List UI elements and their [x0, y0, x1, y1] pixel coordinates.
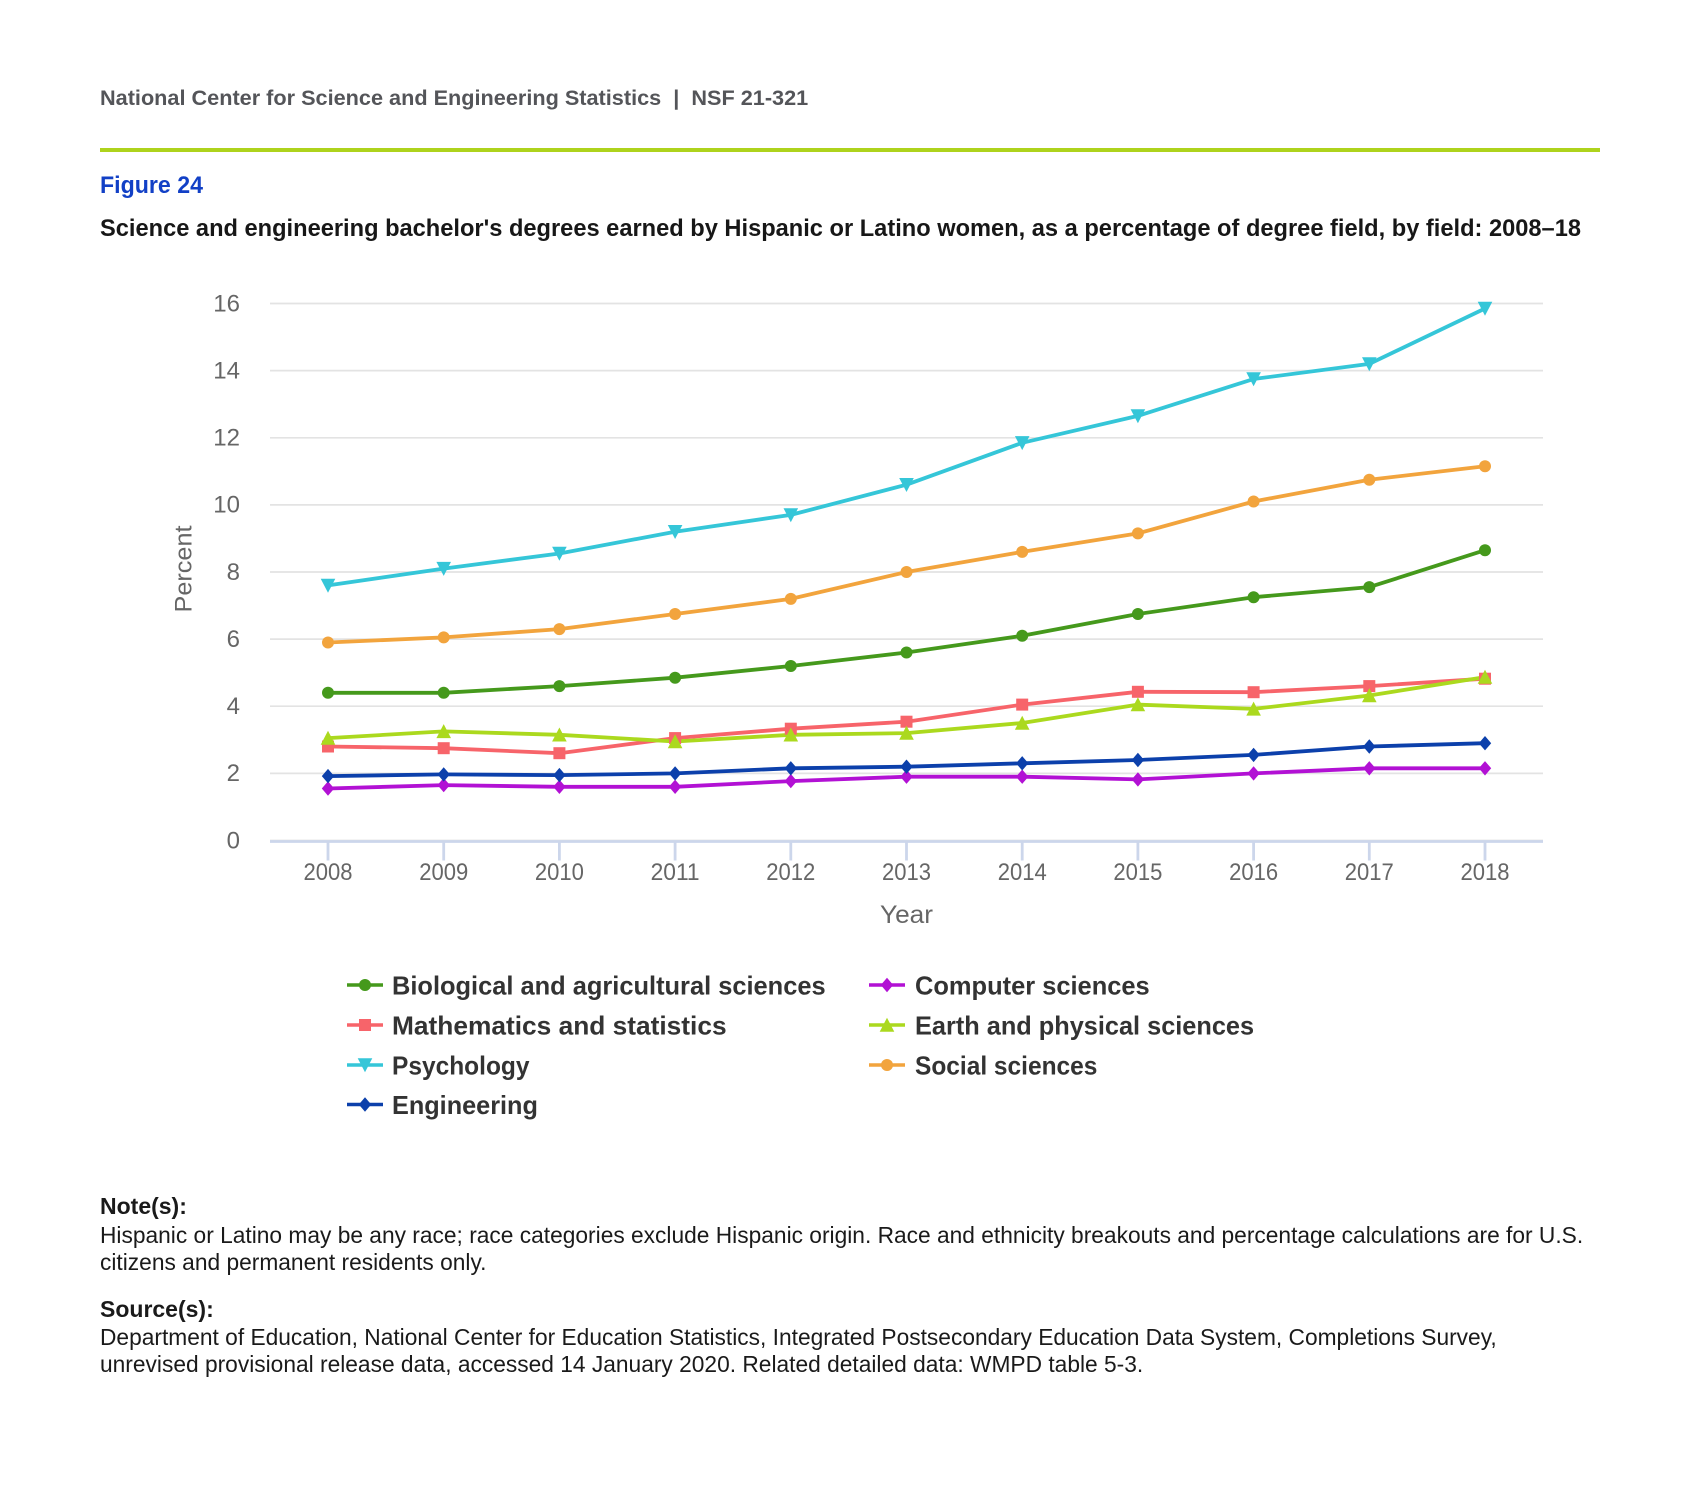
svg-text:Earth and physical sciences: Earth and physical sciences	[915, 1010, 1254, 1040]
svg-text:4: 4	[227, 693, 240, 720]
svg-text:2017: 2017	[1345, 859, 1394, 886]
svg-text:10: 10	[213, 492, 240, 519]
svg-text:Computer sciences: Computer sciences	[915, 970, 1150, 1000]
svg-text:2014: 2014	[998, 859, 1047, 886]
svg-text:2016: 2016	[1229, 859, 1278, 886]
svg-text:12: 12	[213, 425, 240, 452]
svg-text:16: 16	[213, 290, 240, 317]
svg-text:2013: 2013	[882, 859, 931, 886]
svg-text:Percent: Percent	[171, 525, 198, 612]
svg-text:Mathematics and statistics: Mathematics and statistics	[392, 1010, 727, 1040]
svg-text:8: 8	[227, 559, 240, 586]
svg-text:0: 0	[227, 827, 240, 854]
svg-text:Biological and agricultural sc: Biological and agricultural sciences	[392, 970, 826, 1000]
svg-text:2008: 2008	[304, 859, 353, 886]
svg-text:2: 2	[227, 760, 240, 787]
svg-text:2010: 2010	[535, 859, 584, 886]
svg-text:2015: 2015	[1113, 859, 1162, 886]
svg-text:2011: 2011	[651, 859, 700, 886]
svg-text:Year: Year	[880, 901, 933, 929]
svg-text:Psychology: Psychology	[392, 1050, 530, 1080]
svg-text:6: 6	[227, 626, 240, 653]
svg-text:2012: 2012	[766, 859, 815, 886]
svg-text:Engineering: Engineering	[392, 1090, 538, 1120]
svg-text:14: 14	[213, 357, 240, 384]
svg-text:Social sciences: Social sciences	[915, 1050, 1097, 1080]
svg-text:2009: 2009	[419, 859, 468, 886]
svg-text:2018: 2018	[1461, 859, 1510, 886]
